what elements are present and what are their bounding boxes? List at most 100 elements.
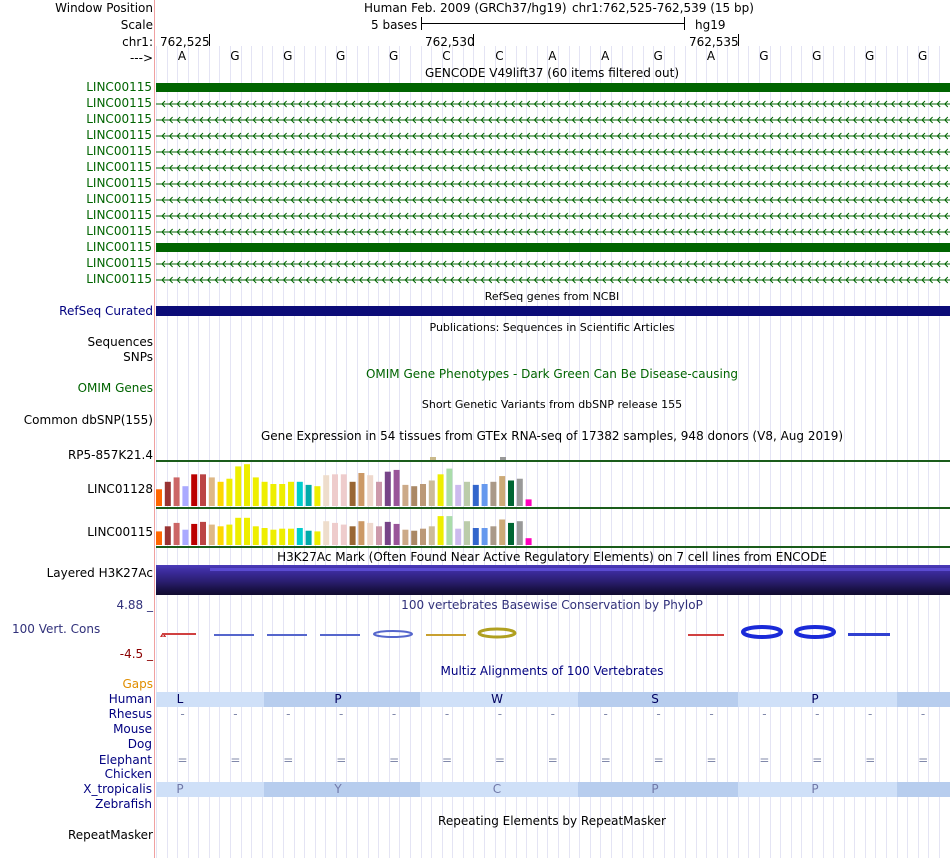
gtex-linc01128-bar-28[interactable] <box>393 469 400 506</box>
repeatmasker-label[interactable]: RepeatMasker <box>67 828 153 842</box>
gtex-linc00115-bar-16[interactable] <box>288 528 294 545</box>
gtex-linc01128-bar-1[interactable] <box>156 489 162 506</box>
multiz-species-mouse[interactable]: Mouse <box>113 722 152 736</box>
gtex-linc01128-bar-25[interactable] <box>367 475 374 506</box>
gtex-linc01128-bar-10[interactable] <box>235 466 242 506</box>
gtex-linc01128-bar-23[interactable] <box>349 481 356 506</box>
gencode-item-label-8[interactable]: LINC00115 <box>86 192 152 206</box>
cons-track-title[interactable]: 100 vertebrates Basewise Conservation by… <box>401 598 703 612</box>
gtex-linc00115-bar-25[interactable] <box>367 522 374 545</box>
gtex-linc01128-bar-12[interactable] <box>252 477 259 506</box>
gencode-item-label-11[interactable]: LINC00115 <box>86 240 152 254</box>
gtex-linc00115-bar-41[interactable] <box>508 522 514 545</box>
gtex-rp5-bar-2[interactable] <box>500 457 506 460</box>
gtex-linc00115-bar-39[interactable] <box>490 526 497 545</box>
gtex-linc01128-bar-32[interactable] <box>428 480 435 506</box>
multiz-track-title[interactable]: Multiz Alignments of 100 Vertebrates <box>440 664 664 678</box>
gtex-linc01128-bar-21[interactable] <box>332 474 338 506</box>
multiz-species-dog[interactable]: Dog <box>127 737 152 751</box>
gtex-linc00115-bar-43[interactable] <box>525 538 532 545</box>
gtex-linc00115-bar-28[interactable] <box>393 523 400 545</box>
gencode-intron-line-5[interactable] <box>156 146 950 158</box>
gencode-item-label-2[interactable]: LINC00115 <box>86 96 152 110</box>
gencode-intron-line-6[interactable] <box>156 162 950 174</box>
position-text[interactable]: chr1:762,525-762,539 (15 bp) <box>572 1 754 15</box>
gencode-item-label-7[interactable]: LINC00115 <box>86 176 152 190</box>
gtex-linc00115-bar-18[interactable] <box>305 530 312 545</box>
cons-label[interactable]: 100 Vert. Cons <box>12 622 101 636</box>
gtex-linc00115-bar-3[interactable] <box>173 522 180 545</box>
gtex-linc01128-bar-17[interactable] <box>296 481 303 506</box>
gtex-linc00115-bar-4[interactable] <box>182 529 189 545</box>
gtex-linc00115-bar-20[interactable] <box>323 521 330 545</box>
gtex-linc00115-bar-9[interactable] <box>226 524 233 545</box>
gtex-linc01128-bar-11[interactable] <box>244 464 250 506</box>
gencode-intron-line-4[interactable] <box>156 130 950 142</box>
gtex-linc01128-bar-18[interactable] <box>305 484 312 506</box>
gencode-item-label-12[interactable]: LINC00115 <box>86 256 152 270</box>
gencode-item-label-1[interactable]: LINC00115 <box>86 80 152 94</box>
gtex-linc01128-bar-5[interactable] <box>191 474 198 506</box>
gtex-linc01128-bar-24[interactable] <box>358 473 365 506</box>
gtex-linc01128-bar-3[interactable] <box>173 477 180 506</box>
gencode-intron-line-8[interactable] <box>156 194 950 206</box>
multiz-species-human[interactable]: Human <box>108 692 152 706</box>
multiz-species-elephant[interactable]: Elephant <box>98 753 152 767</box>
gtex-linc01128-bar-20[interactable] <box>323 475 330 506</box>
gtex-gene-label-linc00115[interactable]: LINC00115 <box>87 525 153 539</box>
refseq-gene-bar[interactable] <box>156 306 950 316</box>
gtex-linc01128-bar-35[interactable] <box>455 484 462 506</box>
gtex-linc00115-bar-15[interactable] <box>279 528 286 545</box>
gencode-intron-line-3[interactable] <box>156 114 950 126</box>
gtex-linc00115-bar-40[interactable] <box>499 519 506 546</box>
gtex-rp5-bar-1[interactable] <box>430 457 436 460</box>
gtex-linc01128-bar-22[interactable] <box>340 474 347 506</box>
gencode-item-label-4[interactable]: LINC00115 <box>86 128 152 142</box>
gtex-linc00115-bar-1[interactable] <box>156 531 162 545</box>
dbsnp-label[interactable]: Common dbSNP(155) <box>23 413 153 427</box>
gtex-gene-label-linc01128[interactable]: LINC01128 <box>87 482 153 496</box>
gtex-linc00115-bar-30[interactable] <box>411 530 418 545</box>
omim-label[interactable]: OMIM Genes <box>77 381 153 395</box>
gencode-intron-line-12[interactable] <box>156 258 950 270</box>
gtex-linc01128-bar-13[interactable] <box>261 481 268 506</box>
gtex-linc01128-bar-31[interactable] <box>420 484 426 506</box>
gencode-intron-line-13[interactable] <box>156 274 950 286</box>
publications-sequences-label[interactable]: Sequences <box>87 335 153 349</box>
gtex-linc00115-bar-13[interactable] <box>261 528 268 545</box>
gtex-linc01128-bar-15[interactable] <box>279 484 286 506</box>
gtex-linc01128-bar-39[interactable] <box>490 481 497 506</box>
gencode-intron-line-9[interactable] <box>156 210 950 222</box>
gtex-gene-label-rp5[interactable]: RP5-857K21.4 <box>67 448 153 462</box>
gtex-linc00115-bar-34[interactable] <box>446 516 453 545</box>
gencode-item-label-5[interactable]: LINC00115 <box>86 144 152 158</box>
gtex-linc01128-bar-4[interactable] <box>182 486 189 506</box>
gtex-linc00115-bar-22[interactable] <box>340 524 347 545</box>
gtex-linc01128-bar-37[interactable] <box>472 484 479 506</box>
gencode-item-label-3[interactable]: LINC00115 <box>86 112 152 126</box>
multiz-species-x_tropicalis[interactable]: X_tropicalis <box>83 782 152 796</box>
gencode-item-label-6[interactable]: LINC00115 <box>86 160 152 174</box>
gtex-linc01128-bar-27[interactable] <box>384 471 391 506</box>
gtex-linc00115-bar-14[interactable] <box>270 529 277 545</box>
dbsnp-track-title[interactable]: Short Genetic Variants from dbSNP releas… <box>421 398 683 411</box>
h3k27ac-track-title[interactable]: H3K27Ac Mark (Often Found Near Active Re… <box>277 550 827 564</box>
gtex-linc01128-bar-2[interactable] <box>164 481 171 506</box>
gtex-linc00115-bar-26[interactable] <box>376 526 382 545</box>
gtex-linc01128-bar-29[interactable] <box>402 484 409 506</box>
repeatmasker-track-title[interactable]: Repeating Elements by RepeatMasker <box>438 814 666 828</box>
gtex-linc01128-bar-43[interactable] <box>525 499 532 506</box>
gencode-track-title[interactable]: GENCODE V49lift37 (60 items filtered out… <box>424 66 680 80</box>
multiz-species-rhesus[interactable]: Rhesus <box>108 707 152 721</box>
gtex-linc01128-bar-19[interactable] <box>314 486 321 506</box>
multiz-species-chicken[interactable]: Chicken <box>104 767 152 781</box>
gtex-linc00115-bar-32[interactable] <box>428 526 435 545</box>
multiz-species-zebrafish[interactable]: Zebrafish <box>95 797 152 811</box>
gencode-item-label-10[interactable]: LINC00115 <box>86 224 152 238</box>
refseq-track-title[interactable]: RefSeq genes from NCBI <box>484 290 620 303</box>
gtex-linc00115-bar-38[interactable] <box>481 528 488 545</box>
gtex-linc01128-bar-16[interactable] <box>288 481 294 506</box>
gtex-linc01128-bar-38[interactable] <box>481 484 488 506</box>
gtex-linc00115-bar-2[interactable] <box>164 526 171 545</box>
publications-track-title[interactable]: Publications: Sequences in Scientific Ar… <box>429 321 675 334</box>
